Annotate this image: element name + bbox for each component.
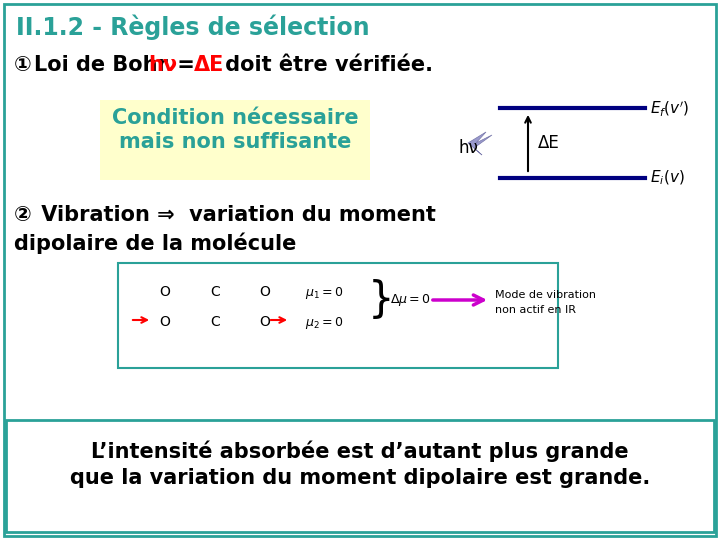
Text: $\mu_2=0$: $\mu_2=0$ [305, 315, 343, 331]
Text: O: O [260, 285, 271, 299]
Text: Loi de Bohr: Loi de Bohr [34, 55, 175, 75]
Text: que la variation du moment dipolaire est grande.: que la variation du moment dipolaire est… [70, 468, 650, 488]
Text: Condition nécessaire: Condition nécessaire [112, 108, 359, 128]
Text: O: O [160, 285, 171, 299]
Text: mais non suffisante: mais non suffisante [119, 132, 351, 152]
Text: II.1.2 - Règles de sélection: II.1.2 - Règles de sélection [16, 14, 369, 39]
FancyBboxPatch shape [6, 420, 714, 532]
FancyBboxPatch shape [118, 263, 558, 368]
Text: C: C [210, 315, 220, 329]
Polygon shape [468, 132, 492, 155]
Text: ②: ② [14, 205, 32, 225]
Text: dipolaire de la molécule: dipolaire de la molécule [14, 232, 297, 253]
Text: =: = [170, 55, 202, 75]
Text: O: O [160, 315, 171, 329]
Text: ΔE: ΔE [194, 55, 225, 75]
Text: $\mu_1=0$: $\mu_1=0$ [305, 285, 343, 301]
FancyBboxPatch shape [100, 100, 370, 180]
Text: hν: hν [148, 55, 177, 75]
Text: }: } [368, 279, 395, 321]
Text: non actif en IR: non actif en IR [495, 305, 576, 315]
Text: ①: ① [14, 55, 32, 75]
Text: C: C [210, 285, 220, 299]
Text: ΔE: ΔE [538, 134, 559, 152]
Text: $\Delta\mu=0$: $\Delta\mu=0$ [390, 292, 431, 308]
Text: doit être vérifiée.: doit être vérifiée. [218, 55, 433, 75]
Text: Mode de vibration: Mode de vibration [495, 290, 596, 300]
Text: Vibration ⇒  variation du moment: Vibration ⇒ variation du moment [34, 205, 436, 225]
Text: hν: hν [458, 139, 478, 157]
Text: O: O [260, 315, 271, 329]
Text: $E_f(v')$: $E_f(v')$ [650, 98, 690, 118]
Text: $E_i(v)$: $E_i(v)$ [650, 169, 685, 187]
Text: L’intensité absorbée est d’autant plus grande: L’intensité absorbée est d’autant plus g… [91, 440, 629, 462]
